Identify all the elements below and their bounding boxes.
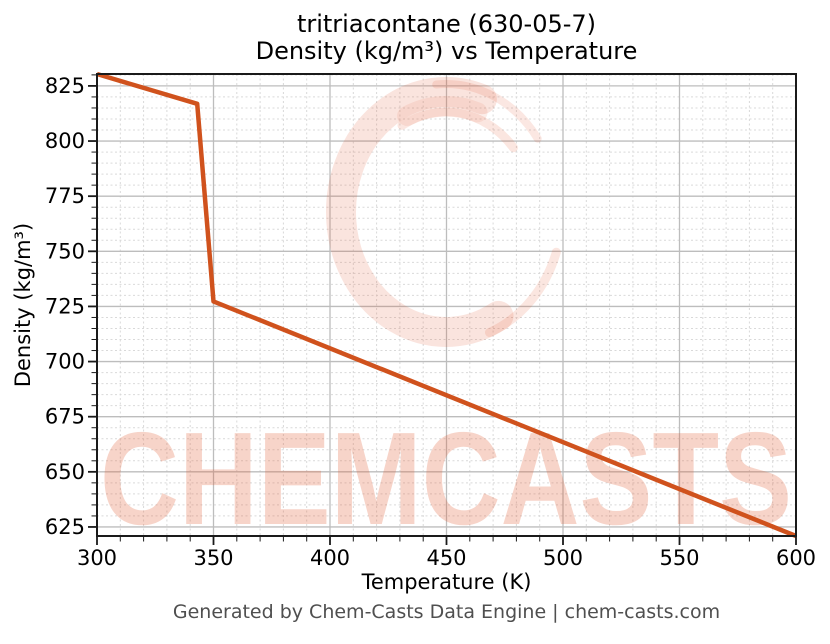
y-tick-label: 625 (45, 515, 85, 539)
chart-subtitle: Density (kg/m³) vs Temperature (255, 37, 638, 65)
density-line (96, 71, 797, 539)
y-tick-label: 700 (45, 350, 85, 374)
y-axis-label: Density (kg/m³) (11, 222, 35, 388)
watermark-text: CHEMCASTS (100, 405, 792, 552)
x-tick-label: 300 (77, 546, 117, 570)
y-tick-label: 825 (45, 74, 85, 98)
chart-title: tritriacontane (630-05-7) (296, 10, 597, 38)
y-tick-label: 800 (45, 129, 85, 153)
x-axis-label: Temperature (K) (361, 570, 532, 594)
y-tick-label: 775 (45, 184, 85, 208)
footer-credit: Generated by Chem-Casts Data Engine | ch… (172, 601, 721, 623)
watermark-logo (326, 77, 561, 347)
x-tick-label: 500 (543, 546, 583, 570)
y-tick-label: 725 (45, 294, 85, 318)
x-tick-label: 450 (426, 546, 466, 570)
x-tick-label: 350 (193, 546, 233, 570)
x-tick-label: 600 (776, 546, 816, 570)
axis-ticks (88, 74, 797, 545)
y-tick-label: 675 (45, 405, 85, 429)
y-tick-labels: 625 650 675 700 725 750 775 800 825 (45, 74, 85, 539)
x-tick-label: 550 (659, 546, 699, 570)
y-tick-label: 750 (45, 239, 85, 263)
x-tick-label: 400 (310, 546, 350, 570)
plot-border (96, 73, 797, 537)
x-tick-labels: 300 350 400 450 500 550 600 (77, 546, 816, 570)
y-tick-label: 650 (45, 460, 85, 484)
